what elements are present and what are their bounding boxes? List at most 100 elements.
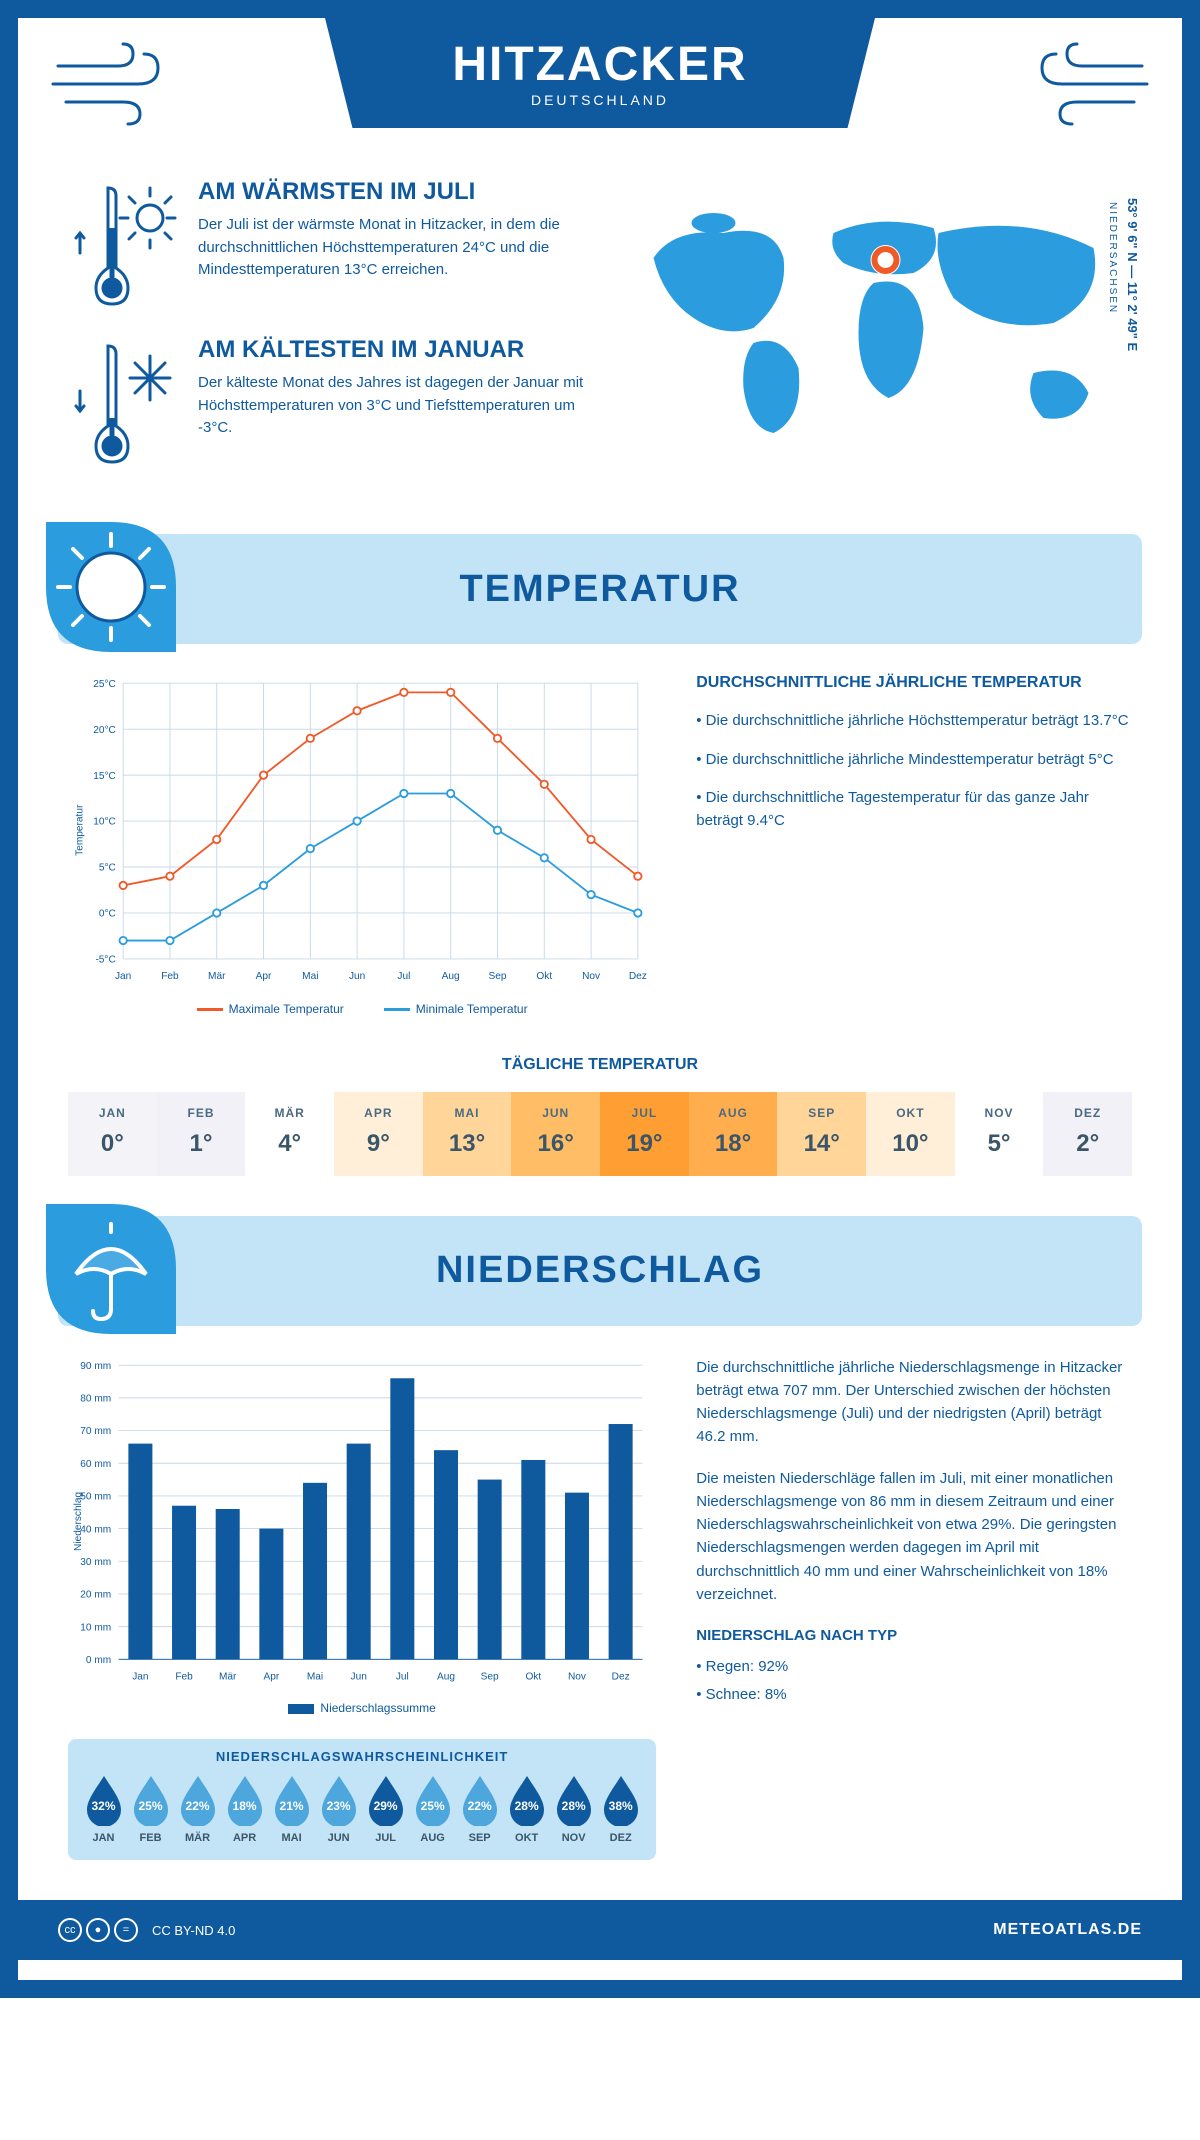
svg-text:30 mm: 30 mm <box>80 1556 111 1567</box>
coldest-text: Der kälteste Monat des Jahres ist dagege… <box>198 372 585 440</box>
svg-text:Apr: Apr <box>256 971 272 982</box>
svg-text:Nov: Nov <box>582 971 601 982</box>
daily-value: 4° <box>249 1130 330 1158</box>
probability-value: 25% <box>421 1799 445 1813</box>
svg-text:Mai: Mai <box>302 971 318 982</box>
probability-month: SEP <box>458 1832 501 1844</box>
daily-month: AUG <box>693 1106 774 1120</box>
probability-title: NIEDERSCHLAGSWAHRSCHEINLICHKEIT <box>82 1749 642 1764</box>
daily-value: 2° <box>1047 1130 1128 1158</box>
thermometer-hot-icon <box>68 178 178 308</box>
daily-value: 5° <box>959 1130 1040 1158</box>
svg-text:Dez: Dez <box>629 971 647 982</box>
drop-icon: 25% <box>130 1774 172 1826</box>
probability-cell: 38% DEZ <box>599 1774 642 1844</box>
svg-text:Dez: Dez <box>612 1671 630 1682</box>
probability-value: 38% <box>609 1799 633 1813</box>
probability-value: 22% <box>468 1799 492 1813</box>
footer: cc●= CC BY-ND 4.0 METEOATLAS.DE <box>18 1900 1182 1960</box>
svg-text:20 mm: 20 mm <box>80 1589 111 1600</box>
daily-cell: APR 9° <box>334 1092 423 1176</box>
precipitation-info: Die durchschnittliche jährliche Niedersc… <box>696 1356 1132 1861</box>
svg-text:50 mm: 50 mm <box>80 1491 111 1502</box>
svg-text:60 mm: 60 mm <box>80 1458 111 1469</box>
daily-month: SEP <box>781 1106 862 1120</box>
coldest-block: AM KÄLTESTEN IM JANUAR Der kälteste Mona… <box>68 336 585 466</box>
probability-cell: 22% SEP <box>458 1774 501 1844</box>
section-header-precipitation: NIEDERSCHLAG <box>58 1216 1142 1326</box>
svg-text:0°C: 0°C <box>99 909 116 920</box>
svg-text:-5°C: -5°C <box>95 955 115 966</box>
daily-value: 9° <box>338 1130 419 1158</box>
probability-cell: 25% FEB <box>129 1774 172 1844</box>
probability-month: AUG <box>411 1832 454 1844</box>
probability-month: JUN <box>317 1832 360 1844</box>
daily-cell: MAI 13° <box>423 1092 512 1176</box>
svg-text:Mär: Mär <box>208 971 226 982</box>
probability-cell: 23% JUN <box>317 1774 360 1844</box>
daily-month: MÄR <box>249 1106 330 1120</box>
daily-month: MAI <box>427 1106 508 1120</box>
daily-cell: JUN16° <box>511 1092 600 1176</box>
temp-bullet: • Die durchschnittliche jährliche Höchst… <box>696 710 1132 733</box>
daily-value: 14° <box>781 1130 862 1158</box>
probability-cell: 28% NOV <box>552 1774 595 1844</box>
daily-cell: OKT10° <box>866 1092 955 1176</box>
svg-text:Nov: Nov <box>568 1671 587 1682</box>
probability-cell: 21% MAI <box>270 1774 313 1844</box>
drop-icon: 22% <box>459 1774 501 1826</box>
probability-value: 25% <box>139 1799 163 1813</box>
daily-cell: JAN0° <box>68 1092 157 1176</box>
daily-month: JUN <box>515 1106 596 1120</box>
svg-text:15°C: 15°C <box>93 771 116 782</box>
probability-value: 22% <box>186 1799 210 1813</box>
daily-value: 0° <box>72 1130 153 1158</box>
precip-type-line: • Schnee: 8% <box>696 1683 1132 1706</box>
svg-text:40 mm: 40 mm <box>80 1524 111 1535</box>
daily-cell: DEZ2° <box>1043 1092 1132 1176</box>
probability-box: NIEDERSCHLAGSWAHRSCHEINLICHKEIT 32% JAN … <box>68 1739 656 1860</box>
probability-month: DEZ <box>599 1832 642 1844</box>
probability-cell: 29% JUL <box>364 1774 407 1844</box>
wind-icon <box>48 36 168 126</box>
probability-month: MAI <box>270 1832 313 1844</box>
svg-text:Feb: Feb <box>161 971 179 982</box>
daily-cell: MÄR 4° <box>245 1092 334 1176</box>
svg-text:Jan: Jan <box>132 1671 148 1682</box>
probability-value: 18% <box>233 1799 257 1813</box>
svg-text:Sep: Sep <box>481 1671 499 1682</box>
legend-min: Minimale Temperatur <box>384 1002 528 1016</box>
daily-month: FEB <box>161 1106 242 1120</box>
daily-month: APR <box>338 1106 419 1120</box>
daily-cell: AUG 18° <box>689 1092 778 1176</box>
temp-bullet: • Die durchschnittliche Tagestemperatur … <box>696 787 1132 832</box>
daily-value: 13° <box>427 1130 508 1158</box>
precip-by-type-heading: NIEDERSCHLAG NACH TYP <box>696 1624 1132 1647</box>
probability-month: JAN <box>82 1832 125 1844</box>
wind-icon <box>1032 36 1152 126</box>
probability-cell: 25% AUG <box>411 1774 454 1844</box>
svg-text:25°C: 25°C <box>93 679 116 690</box>
svg-text:10°C: 10°C <box>93 817 116 828</box>
svg-text:Jun: Jun <box>349 971 365 982</box>
precip-p1: Die durchschnittliche jährliche Niedersc… <box>696 1356 1132 1449</box>
precip-p2: Die meisten Niederschläge fallen im Juli… <box>696 1467 1132 1607</box>
section-header-temperature: TEMPERATUR <box>58 534 1142 644</box>
svg-text:Mai: Mai <box>307 1671 323 1682</box>
probability-month: MÄR <box>176 1832 219 1844</box>
cc-icon: cc●= <box>58 1918 138 1942</box>
temp-info-heading: DURCHSCHNITTLICHE JÄHRLICHE TEMPERATUR <box>696 674 1132 692</box>
svg-text:5°C: 5°C <box>99 863 116 874</box>
license-label: CC BY-ND 4.0 <box>152 1923 235 1938</box>
legend-precip: Niederschlagssumme <box>288 1701 435 1715</box>
legend-max: Maximale Temperatur <box>197 1002 344 1016</box>
daily-value: 18° <box>693 1130 774 1158</box>
svg-text:10 mm: 10 mm <box>80 1622 111 1633</box>
daily-cell: JUL19° <box>600 1092 689 1176</box>
probability-month: NOV <box>552 1832 595 1844</box>
daily-month: OKT <box>870 1106 951 1120</box>
daily-month: JUL <box>604 1106 685 1120</box>
svg-text:Feb: Feb <box>175 1671 193 1682</box>
page-subtitle: DEUTSCHLAND <box>452 93 747 109</box>
warmest-block: AM WÄRMSTEN IM JULI Der Juli ist der wär… <box>68 178 585 308</box>
